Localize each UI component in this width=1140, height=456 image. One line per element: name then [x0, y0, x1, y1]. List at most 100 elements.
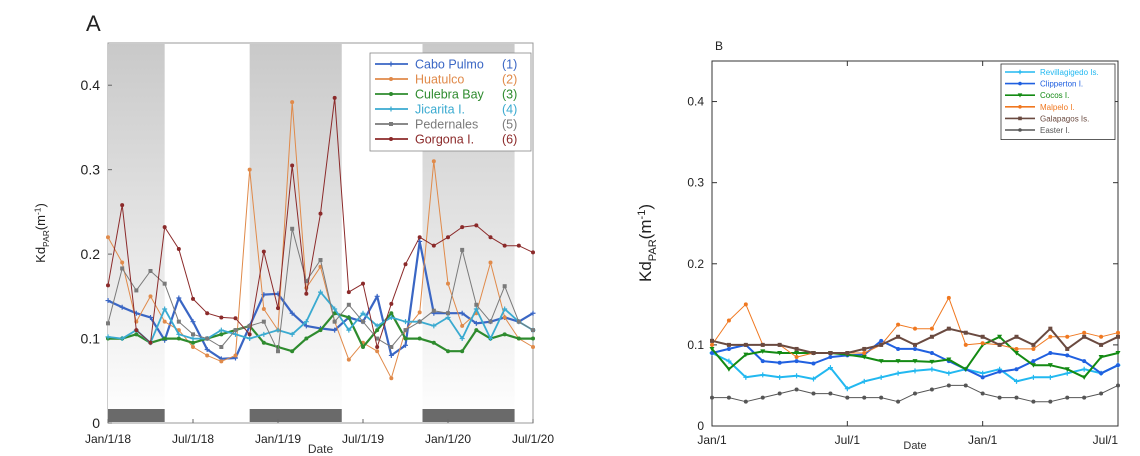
data-point	[375, 336, 380, 341]
x-tick-label: Jul/1/19	[342, 432, 384, 446]
data-point	[1031, 342, 1036, 347]
data-point	[1064, 367, 1070, 372]
legend: Cabo Pulmo (1)Huatulco (2)Culebra Bay (3)Ji…	[369, 52, 532, 152]
data-point	[261, 319, 266, 324]
series-0	[709, 350, 1121, 392]
data-point	[862, 395, 867, 400]
data-point	[474, 328, 479, 333]
data-point	[446, 349, 450, 354]
data-point	[403, 336, 408, 341]
data-point	[896, 334, 901, 339]
data-point	[845, 351, 850, 355]
legend-marker	[388, 61, 394, 67]
data-point	[879, 338, 884, 343]
data-point	[303, 319, 309, 325]
data-point	[1048, 351, 1053, 355]
data-point	[205, 353, 210, 358]
data-point	[828, 391, 833, 396]
data-point	[289, 331, 295, 337]
data-point	[980, 341, 985, 346]
data-point	[516, 243, 521, 248]
data-point	[502, 243, 507, 248]
data-point	[502, 332, 507, 337]
data-point	[276, 349, 280, 354]
y-tick-label: 0.1	[687, 338, 704, 352]
data-point	[431, 340, 436, 345]
legend-item: Pedernales (5)	[375, 118, 517, 132]
x-tick-label: Jan/1	[968, 433, 998, 447]
data-point	[388, 314, 394, 320]
legend-label: Cabo Pulmo	[415, 58, 484, 72]
data-point	[417, 235, 422, 240]
legend-label: Cocos I.	[1040, 91, 1069, 100]
data-point	[502, 315, 507, 320]
data-point	[219, 345, 224, 349]
data-point	[946, 383, 951, 388]
data-point	[710, 395, 714, 400]
legend-marker	[1018, 105, 1022, 109]
data-point	[247, 332, 252, 337]
data-point	[913, 326, 917, 331]
data-point	[446, 235, 450, 240]
data-point	[743, 399, 748, 404]
legend-marker	[1018, 128, 1022, 132]
data-point	[777, 360, 782, 365]
data-point	[1081, 375, 1087, 380]
data-point	[827, 365, 833, 371]
x-tick-label: Jul/1/18	[172, 432, 214, 446]
data-point	[997, 395, 1002, 400]
data-point	[531, 345, 535, 349]
data-point	[119, 304, 125, 310]
data-point	[896, 322, 901, 327]
data-point	[896, 399, 901, 404]
data-point	[1082, 395, 1087, 400]
data-point	[120, 266, 125, 271]
data-point	[346, 327, 352, 333]
data-point	[318, 211, 323, 216]
data-point	[417, 336, 422, 341]
data-point	[1048, 399, 1053, 404]
data-point	[531, 336, 535, 341]
data-point	[106, 321, 110, 326]
y-tick-label: 0.3	[81, 162, 101, 178]
x-tick-label: Jul/1	[1093, 433, 1119, 447]
data-point	[997, 342, 1002, 347]
data-point	[403, 262, 408, 267]
data-point	[912, 368, 918, 374]
data-point	[431, 323, 437, 329]
legend-label: Revillagigedo Is.	[1040, 68, 1099, 77]
data-point	[1031, 399, 1036, 404]
data-point	[743, 342, 748, 347]
data-point	[1082, 334, 1087, 339]
shaded-period-0	[108, 44, 165, 422]
data-point	[760, 372, 766, 378]
y-tick-label: 0.4	[687, 95, 704, 109]
y-tick-label: 0.3	[687, 176, 704, 190]
data-point	[247, 336, 253, 342]
data-point	[726, 346, 731, 351]
data-point	[777, 374, 783, 380]
data-point	[1014, 367, 1019, 372]
data-point	[162, 319, 167, 324]
data-point	[1116, 334, 1120, 339]
data-point	[1014, 346, 1019, 351]
legend-item: Clipperton I.	[1005, 80, 1083, 89]
legend-item: Culebra Bay (3)	[375, 88, 517, 102]
data-point	[106, 283, 110, 288]
data-point	[743, 374, 749, 380]
chart-panel-b: 0 0.1 0.2 0.3 0.4 Jan/1 Jul/1 Jan/1 Jul/1 Revilla…	[636, 39, 1121, 452]
data-point	[794, 351, 800, 356]
data-point	[134, 328, 139, 333]
y-axis-label: KdPAR(m-1)	[32, 203, 50, 263]
data-point	[1065, 395, 1070, 400]
data-point	[531, 328, 535, 333]
legend-label: Malpelo I.	[1040, 103, 1075, 112]
data-point	[375, 328, 380, 333]
data-point	[777, 351, 783, 356]
data-point	[1047, 374, 1053, 380]
data-point	[219, 332, 224, 337]
data-point	[417, 310, 422, 315]
legend-item: Galapagos Is.	[1005, 114, 1089, 123]
data-point	[148, 340, 153, 345]
